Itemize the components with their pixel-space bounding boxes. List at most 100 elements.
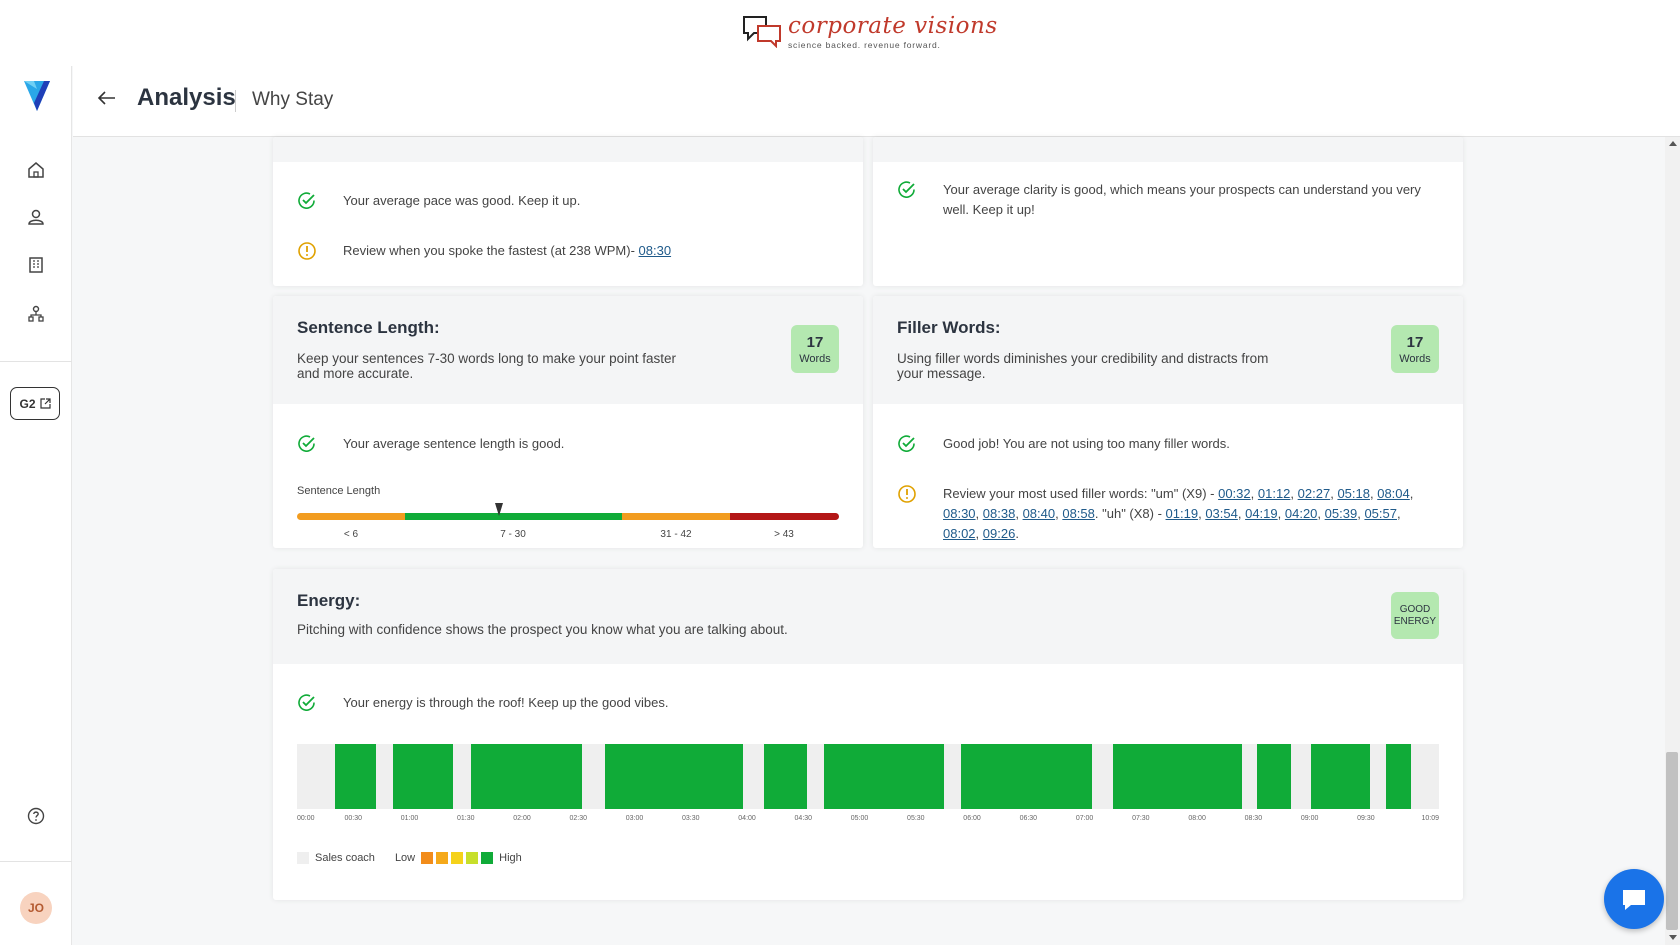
filler-um-prefix: Review your most used filler words: "um"… <box>943 486 1219 501</box>
energy-segment <box>1386 744 1411 809</box>
energy-time-label: 05:30 <box>907 815 925 822</box>
sentence-meter <box>297 513 839 520</box>
energy-time-label: 07:00 <box>1075 815 1094 822</box>
pace-card: Your average pace was good. Keep it up. … <box>273 137 863 286</box>
filler-um-timestamp-link[interactable]: 08:40 <box>1022 506 1056 521</box>
meter-tick-label: 7 - 30 <box>500 529 526 540</box>
filler-title: Filler Words: <box>897 318 1001 337</box>
brand-name: corporate visions <box>788 13 998 39</box>
legend-energy-swatch <box>421 852 434 864</box>
energy-legend: Sales coach Low High <box>297 852 522 864</box>
sentence-length-card: Sentence Length: Keep your sentences 7-3… <box>273 296 863 548</box>
back-arrow-icon[interactable] <box>97 90 117 111</box>
avatar[interactable]: JO <box>20 892 52 924</box>
energy-time-label: 08:00 <box>1188 815 1206 822</box>
scrollbar[interactable] <box>1665 137 1680 945</box>
app-logo-icon[interactable] <box>22 78 52 114</box>
scroll-up-arrow-icon[interactable] <box>1669 141 1677 146</box>
filler-uh-timestamp-link[interactable]: 04:19 <box>1245 506 1278 521</box>
home-icon[interactable] <box>24 158 48 182</box>
pace-good-text: Your average pace was good. Keep it up. <box>343 193 581 208</box>
energy-segment <box>392 744 453 809</box>
pace-review-prefix: Review when you spoke the fastest (at 23… <box>343 243 639 258</box>
filler-um-timestamp-link[interactable]: 02:27 <box>1297 486 1331 501</box>
legend-energy-swatch <box>436 852 449 864</box>
sentence-good-text: Your average sentence length is good. <box>343 436 565 451</box>
chat-icon <box>1623 890 1645 910</box>
filler-uh-timestamp-link[interactable]: 05:39 <box>1324 506 1358 521</box>
warning-circle-icon <box>298 242 316 260</box>
building-icon[interactable] <box>24 253 48 277</box>
sentence-badge: 17 Words <box>791 325 839 373</box>
page-header: Analysis Why Stay <box>73 66 1680 137</box>
filler-uh-timestamp-link[interactable]: 04:20 <box>1284 506 1318 521</box>
chat-button[interactable] <box>1604 869 1664 929</box>
meter-range-too-long <box>730 513 839 520</box>
filler-uh-timestamp-link[interactable]: 01:19 <box>1165 506 1199 521</box>
page-subtitle: Why Stay <box>252 89 334 110</box>
legend-swatches <box>421 852 494 864</box>
filler-card-head <box>873 296 1463 404</box>
help-icon[interactable] <box>24 804 48 828</box>
filler-um-links: 00:32, 01:12, 02:27, 05:18, 08:04, 08:30… <box>943 486 1414 521</box>
meter-tick-label: 31 - 42 <box>660 529 692 540</box>
filler-um-timestamp-link[interactable]: 08:58 <box>1062 506 1095 521</box>
energy-segment <box>1311 744 1370 809</box>
filler-um-timestamp-link[interactable]: 08:38 <box>982 506 1016 521</box>
sentence-badge-value: 17 <box>806 334 824 351</box>
pace-review-link[interactable]: 08:30 <box>638 243 672 258</box>
scrollbar-thumb[interactable] <box>1666 752 1678 930</box>
energy-good-row: Your energy is through the roof! Keep up… <box>297 693 668 713</box>
clarity-card-head <box>873 137 1463 162</box>
energy-card: Energy: Pitching with confidence shows t… <box>273 569 1463 900</box>
filler-um-timestamp-link[interactable]: 05:18 <box>1337 486 1370 501</box>
chat-bubbles-icon <box>743 16 781 48</box>
sentence-meter-label: Sentence Length <box>297 485 381 497</box>
filler-um-timestamp-link[interactable]: 01:12 <box>1257 486 1291 501</box>
energy-time-label: 02:30 <box>569 815 588 822</box>
external-link-icon <box>39 398 51 409</box>
filler-uh-timestamp-link[interactable]: 08:02 <box>943 526 976 541</box>
energy-time-label: 01:00 <box>400 815 419 822</box>
g2-label: G2 <box>19 396 36 411</box>
energy-time-label: 04:30 <box>794 815 813 822</box>
filler-uh-timestamp-link[interactable]: 03:54 <box>1205 506 1238 521</box>
filler-uh-timestamp-link[interactable]: 09:26 <box>982 526 1016 541</box>
legend-low-label: Low <box>394 852 416 864</box>
filler-uh-prefix: . "uh" (X8) - <box>1094 506 1166 521</box>
filler-um-timestamp-link[interactable]: 08:30 <box>943 506 976 521</box>
legend-energy-swatch <box>481 852 494 864</box>
energy-time-label: 02:00 <box>513 815 531 822</box>
filler-words-card: Filler Words: Using filler words diminis… <box>873 296 1463 548</box>
energy-segment <box>823 744 944 809</box>
sidebar-divider-bottom <box>0 861 72 862</box>
pace-good-row: Your average pace was good. Keep it up. <box>297 191 580 211</box>
meter-range-good <box>405 513 622 520</box>
energy-time-label: 05:00 <box>850 815 869 822</box>
energy-card-head <box>273 569 1463 664</box>
filler-review-text: Review your most used filler words: "um"… <box>943 486 1414 541</box>
legend-coach-label: Sales coach <box>315 852 375 864</box>
filler-um-timestamp-link[interactable]: 00:32 <box>1218 486 1251 501</box>
energy-time-label: 00:00 <box>297 815 315 822</box>
g2-link-button[interactable]: G2 <box>10 387 60 420</box>
scroll-down-arrow-icon[interactable] <box>1669 935 1677 940</box>
sentence-good-row: Your average sentence length is good. <box>297 434 564 454</box>
pace-card-head <box>273 137 863 162</box>
energy-time-label: 01:30 <box>457 815 475 822</box>
energy-segment <box>763 744 808 809</box>
clarity-good-text: Your average clarity is good, which mean… <box>943 182 1421 217</box>
energy-segment <box>334 744 376 809</box>
energy-good-text: Your energy is through the roof! Keep up… <box>343 695 669 710</box>
energy-time-label: 03:00 <box>625 815 644 822</box>
clarity-card: Your average clarity is good, which mean… <box>873 137 1463 286</box>
filler-uh-timestamp-link[interactable]: 05:57 <box>1364 506 1397 521</box>
org-chart-icon[interactable] <box>24 302 48 326</box>
filler-good-row: Good job! You are not using too many fil… <box>897 434 1230 454</box>
check-circle-icon <box>298 694 315 711</box>
filler-um-timestamp-link[interactable]: 08:04 <box>1377 486 1410 501</box>
user-icon[interactable] <box>24 205 48 229</box>
energy-time-label: 10:09 <box>1421 815 1439 822</box>
brand-logo: corporate visions science backed. revenu… <box>742 14 998 50</box>
clarity-good-row: Your average clarity is good, which mean… <box>897 180 1437 220</box>
